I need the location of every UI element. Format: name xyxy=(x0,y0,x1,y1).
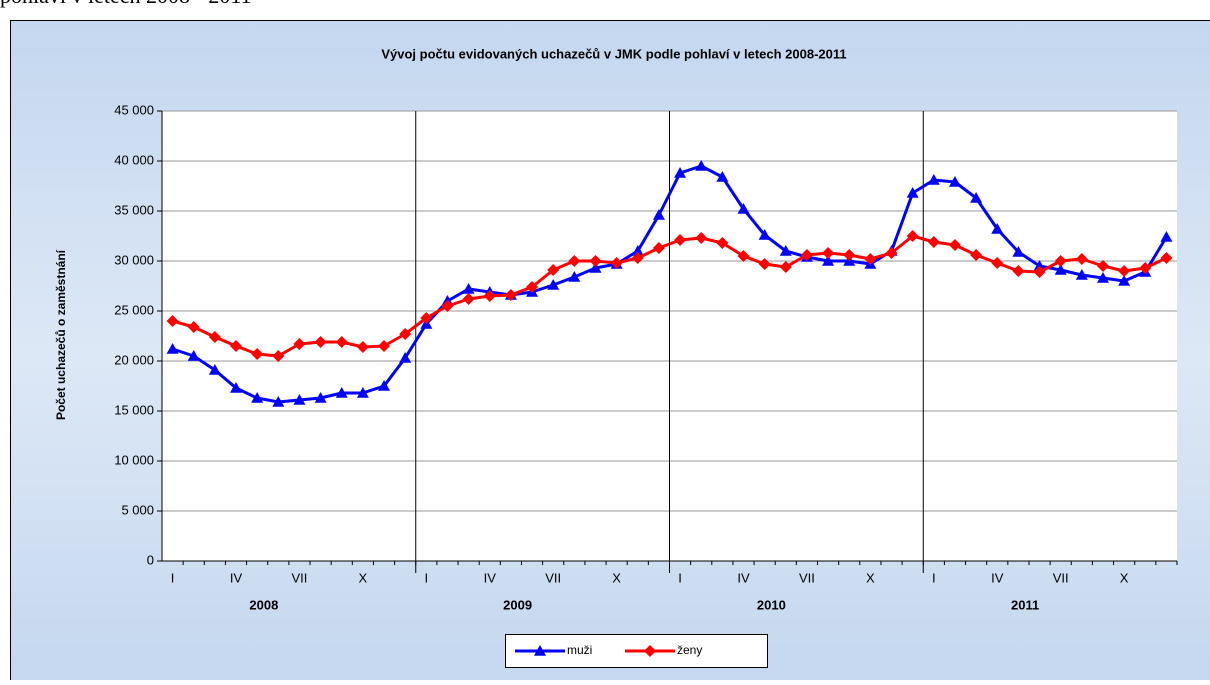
y-axis-title: Počet uchazečů o zaměstnání xyxy=(54,249,68,420)
x-tick-label: IV xyxy=(737,570,750,585)
y-tick-label: 15 000 xyxy=(114,402,154,417)
x-tick-label: I xyxy=(932,570,936,585)
x-tick-label: VII xyxy=(1053,570,1069,585)
chart-title: Vývoj počtu evidovaných uchazečů v JMK p… xyxy=(381,46,846,61)
group-label: 2008 xyxy=(249,597,278,612)
x-tick-label: X xyxy=(1120,570,1129,585)
x-tick-label: X xyxy=(359,570,368,585)
legend-label: ženy xyxy=(677,643,702,657)
group-label: 2011 xyxy=(1011,597,1039,612)
x-tick-label: VII xyxy=(799,570,815,585)
x-tick-label: IV xyxy=(484,570,497,585)
y-tick-label: 35 000 xyxy=(114,202,154,217)
y-tick-label: 20 000 xyxy=(114,352,154,367)
x-tick-label: I xyxy=(171,570,175,585)
y-tick-label: 5 000 xyxy=(121,502,154,517)
y-tick-label: 40 000 xyxy=(114,152,154,167)
x-tick-label: X xyxy=(612,570,621,585)
y-tick-label: 30 000 xyxy=(114,252,154,267)
group-label: 2009 xyxy=(503,597,532,612)
x-tick-label: I xyxy=(425,570,429,585)
y-tick-label: 0 xyxy=(147,552,154,567)
x-tick-label: X xyxy=(866,570,875,585)
y-tick-label: 45 000 xyxy=(114,102,154,117)
x-tick-label: VII xyxy=(291,570,307,585)
y-tick-label: 10 000 xyxy=(114,452,154,467)
legend-label: muži xyxy=(567,643,592,657)
group-label: 2010 xyxy=(757,597,786,612)
x-tick-label: VII xyxy=(545,570,561,585)
y-tick-label: 25 000 xyxy=(114,302,154,317)
x-tick-label: IV xyxy=(230,570,243,585)
page-heading: pohlaví v letech 2008 - 2011 xyxy=(0,0,252,8)
x-tick-label: IV xyxy=(991,570,1004,585)
x-tick-label: I xyxy=(678,570,682,585)
